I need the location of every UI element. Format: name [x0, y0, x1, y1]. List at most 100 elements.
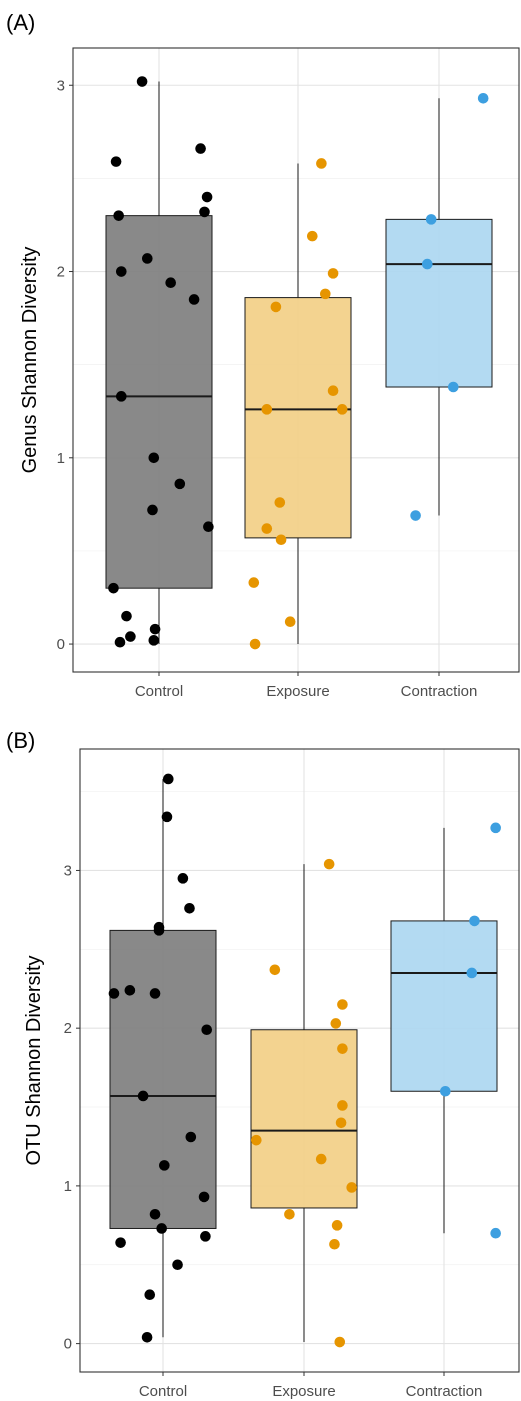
- y-tick-label: 3: [57, 77, 65, 94]
- data-point: [307, 230, 318, 242]
- x-tick-label: Contraction: [406, 1383, 483, 1400]
- data-point: [469, 915, 480, 927]
- data-point: [249, 638, 261, 650]
- y-axis-title: Genus Shannon Diversity: [19, 247, 41, 474]
- box-rect: [109, 929, 217, 1229]
- box-rect: [385, 218, 493, 388]
- data-point: [172, 1259, 183, 1271]
- box-rect: [390, 920, 498, 1092]
- box-rect: [244, 297, 352, 539]
- box-exposure: [244, 163, 352, 645]
- data-point: [248, 577, 260, 588]
- data-point: [284, 616, 296, 628]
- data-point: [153, 925, 165, 936]
- data-point: [330, 1018, 342, 1029]
- x-tick-label: Control: [139, 1383, 187, 1400]
- data-point: [346, 1182, 358, 1193]
- data-point: [114, 636, 126, 648]
- data-point: [149, 988, 161, 999]
- data-point: [331, 1220, 343, 1231]
- data-point: [174, 478, 186, 490]
- x-tick-label: Exposure: [272, 1383, 335, 1400]
- data-point: [136, 76, 148, 87]
- y-axis-title: OTU Shannon Diversity: [23, 955, 45, 1165]
- data-point: [148, 452, 160, 464]
- data-point: [320, 288, 331, 300]
- data-point: [490, 1227, 501, 1239]
- data-point: [425, 214, 437, 225]
- data-point: [334, 1336, 346, 1348]
- data-point: [327, 268, 339, 279]
- data-point: [201, 191, 213, 203]
- data-point: [201, 1024, 213, 1036]
- data-point: [329, 1238, 340, 1250]
- data-point: [269, 964, 281, 976]
- data-point: [477, 92, 489, 104]
- plot-border: [72, 47, 520, 673]
- box-control: [109, 778, 217, 1338]
- data-point: [165, 277, 176, 288]
- data-point: [149, 623, 161, 635]
- data-point: [198, 1191, 210, 1203]
- data-point: [337, 1043, 348, 1054]
- box-control: [105, 81, 213, 645]
- data-point: [177, 873, 189, 884]
- panel-a: (A) 0 1 2 3 Control Exposure Contraction Genus …: [6, 10, 520, 700]
- data-point: [184, 902, 195, 914]
- data-point: [156, 1223, 167, 1234]
- data-point: [137, 1090, 149, 1102]
- data-point: [323, 858, 335, 870]
- data-point: [108, 988, 120, 999]
- data-point: [261, 523, 273, 534]
- data-point: [327, 385, 339, 397]
- data-point: [108, 582, 119, 594]
- y-tick-label: 0: [57, 636, 65, 653]
- data-point: [203, 521, 214, 533]
- panel-label: (B): [6, 728, 36, 753]
- data-point: [448, 381, 459, 393]
- data-point: [337, 999, 348, 1010]
- data-point: [115, 1237, 126, 1248]
- x-tick-label: Contraction: [401, 683, 478, 700]
- data-point: [200, 1231, 211, 1242]
- y-tick-label: 2: [57, 264, 65, 281]
- data-point: [116, 391, 127, 402]
- panel-label: (A): [6, 10, 36, 35]
- data-point: [147, 504, 158, 516]
- data-point: [261, 404, 273, 415]
- data-point: [195, 143, 206, 154]
- data-point: [274, 497, 286, 508]
- data-point: [315, 1153, 327, 1165]
- data-points: [108, 773, 501, 1348]
- otu-boxplot: 0 1 2 3 Control Exposure Contraction OTU Shanno…: [23, 748, 520, 1400]
- box-contraction: [390, 827, 498, 1234]
- data-point: [121, 610, 132, 622]
- x-tick-label: Control: [135, 683, 183, 700]
- data-point: [149, 1208, 161, 1220]
- data-point: [110, 156, 122, 167]
- y-tick-label: 2: [64, 1020, 72, 1037]
- data-point: [159, 1160, 170, 1171]
- data-point: [422, 258, 433, 270]
- data-point: [199, 206, 210, 218]
- data-point: [148, 635, 160, 646]
- data-point: [124, 985, 136, 996]
- data-point: [410, 510, 421, 521]
- data-point: [141, 1332, 153, 1343]
- y-tick-label: 1: [57, 450, 65, 467]
- data-point: [188, 294, 200, 305]
- y-tick-label: 1: [64, 1178, 72, 1195]
- data-points: [108, 76, 489, 650]
- y-tick-label: 3: [64, 862, 72, 879]
- data-point: [275, 534, 287, 546]
- box-rect: [105, 215, 213, 589]
- data-point: [336, 404, 348, 415]
- data-point: [163, 773, 174, 785]
- data-point: [316, 158, 327, 169]
- x-tick-label: Exposure: [266, 683, 329, 700]
- data-point: [250, 1134, 262, 1146]
- data-point: [113, 210, 124, 221]
- data-point: [490, 822, 501, 834]
- y-tick-label: 0: [64, 1336, 72, 1353]
- data-point: [185, 1131, 197, 1143]
